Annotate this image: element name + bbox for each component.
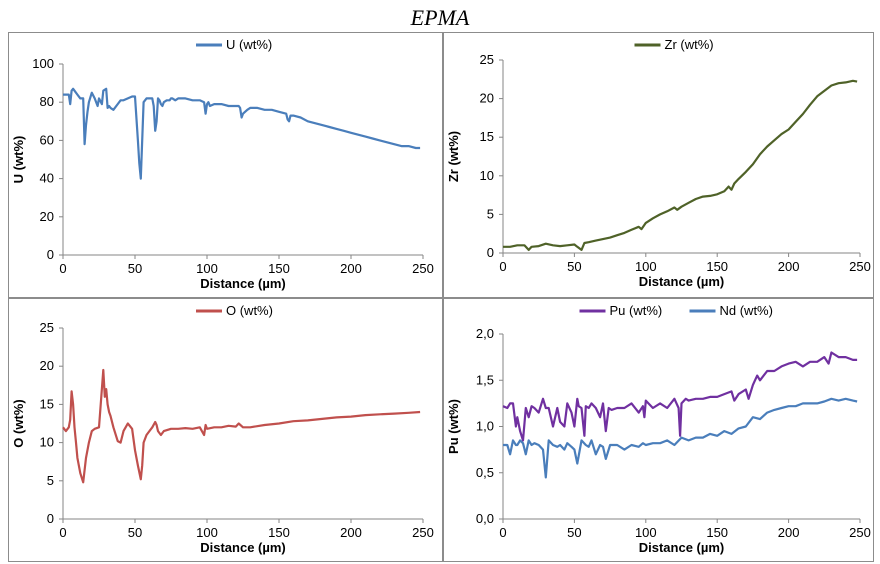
- x-tick-label: 200: [778, 259, 800, 274]
- x-tick-label: 200: [340, 525, 362, 540]
- x-tick-label: 250: [849, 259, 871, 274]
- x-tick-label: 250: [412, 261, 434, 276]
- series-line: [62, 368, 421, 484]
- y-tick-label: 20: [40, 358, 54, 373]
- x-axis-label: Distance (µm): [639, 540, 725, 555]
- x-tick-label: 150: [268, 261, 290, 276]
- figure-title: EPMA: [410, 5, 470, 30]
- chart-panel-o: 0 5 10 15 20 25 0 50 100 150 200 250 Distance (µm) O …: [8, 298, 443, 562]
- x-tick-label: 100: [196, 525, 218, 540]
- y-tick-label: 25: [480, 52, 494, 67]
- y-tick-label: 0,0: [476, 511, 494, 526]
- legend-label: Nd (wt%): [720, 303, 773, 318]
- y-tick-label: 1,5: [476, 372, 494, 387]
- y-tick-label: 15: [40, 396, 54, 411]
- x-tick-label: 100: [196, 261, 218, 276]
- chart-panel-pu-nd: 0,0 0,5 1,0 1,5 2,0 0 50 100 150 200 250 Distance (…: [443, 298, 874, 562]
- y-tick-label: 40: [40, 171, 54, 186]
- legend-label: O (wt%): [226, 303, 273, 318]
- legend-label: U (wt%): [226, 37, 272, 52]
- x-axis-label: Distance (µm): [200, 540, 286, 555]
- y-tick-label: 5: [487, 206, 494, 221]
- y-tick-label: 10: [480, 168, 494, 183]
- x-axis-label: Distance (µm): [639, 274, 725, 289]
- x-tick-label: 0: [499, 525, 506, 540]
- x-tick-label: 200: [778, 525, 800, 540]
- x-tick-label: 150: [706, 525, 728, 540]
- y-tick-label: 0: [47, 511, 54, 526]
- x-axis-label: Distance (µm): [200, 276, 286, 291]
- x-tick-label: 150: [706, 259, 728, 274]
- legend-label: Zr (wt%): [665, 37, 714, 52]
- y-axis-label: O (wt%): [11, 399, 26, 447]
- y-axis-label: Zr (wt%): [446, 131, 461, 182]
- x-tick-label: 100: [635, 525, 657, 540]
- y-tick-label: 0,5: [476, 465, 494, 480]
- series-line: [503, 397, 858, 479]
- series-line: [63, 87, 421, 180]
- x-tick-label: 100: [635, 259, 657, 274]
- x-tick-label: 200: [340, 261, 362, 276]
- x-tick-label: 250: [412, 525, 434, 540]
- chart-panel-u: 0 20 40 60 80 100 0 50 100 150 200 250 Distance (µm)…: [8, 32, 443, 298]
- y-tick-label: 5: [47, 473, 54, 488]
- y-axis-label: U (wt%): [11, 136, 26, 184]
- y-tick-label: 10: [40, 435, 54, 450]
- y-tick-label: 0: [47, 247, 54, 262]
- legend-label: Pu (wt%): [610, 303, 663, 318]
- y-tick-label: 100: [32, 56, 54, 71]
- y-tick-label: 80: [40, 94, 54, 109]
- chart-panel-zr: 0 5 10 15 20 25 0 50 100 150 200 250 Distance (µm) Zr…: [443, 32, 874, 298]
- y-tick-label: 2,0: [476, 326, 494, 341]
- y-tick-label: 20: [40, 209, 54, 224]
- x-tick-label: 50: [128, 261, 142, 276]
- y-tick-label: 60: [40, 132, 54, 147]
- x-tick-label: 0: [59, 525, 66, 540]
- u-chart-svg: 0 20 40 60 80 100 0 50 100 150 200 250 Distance (µm)…: [11, 37, 434, 291]
- x-tick-label: 150: [268, 525, 290, 540]
- x-tick-label: 50: [567, 259, 581, 274]
- series-line: [503, 79, 858, 251]
- y-axis-label: Pu (wt%): [446, 399, 461, 454]
- x-tick-label: 0: [499, 259, 506, 274]
- y-tick-label: 15: [480, 129, 494, 144]
- series-line: [502, 351, 858, 442]
- x-tick-label: 250: [849, 525, 871, 540]
- y-tick-label: 0: [487, 245, 494, 260]
- y-tick-label: 1,0: [476, 419, 494, 434]
- x-tick-label: 50: [567, 525, 581, 540]
- x-tick-label: 50: [128, 525, 142, 540]
- pu-nd-chart-svg: 0,0 0,5 1,0 1,5 2,0 0 50 100 150 200 250 Distance (…: [446, 303, 871, 555]
- y-tick-label: 25: [40, 320, 54, 335]
- y-tick-label: 20: [480, 91, 494, 106]
- x-tick-label: 0: [59, 261, 66, 276]
